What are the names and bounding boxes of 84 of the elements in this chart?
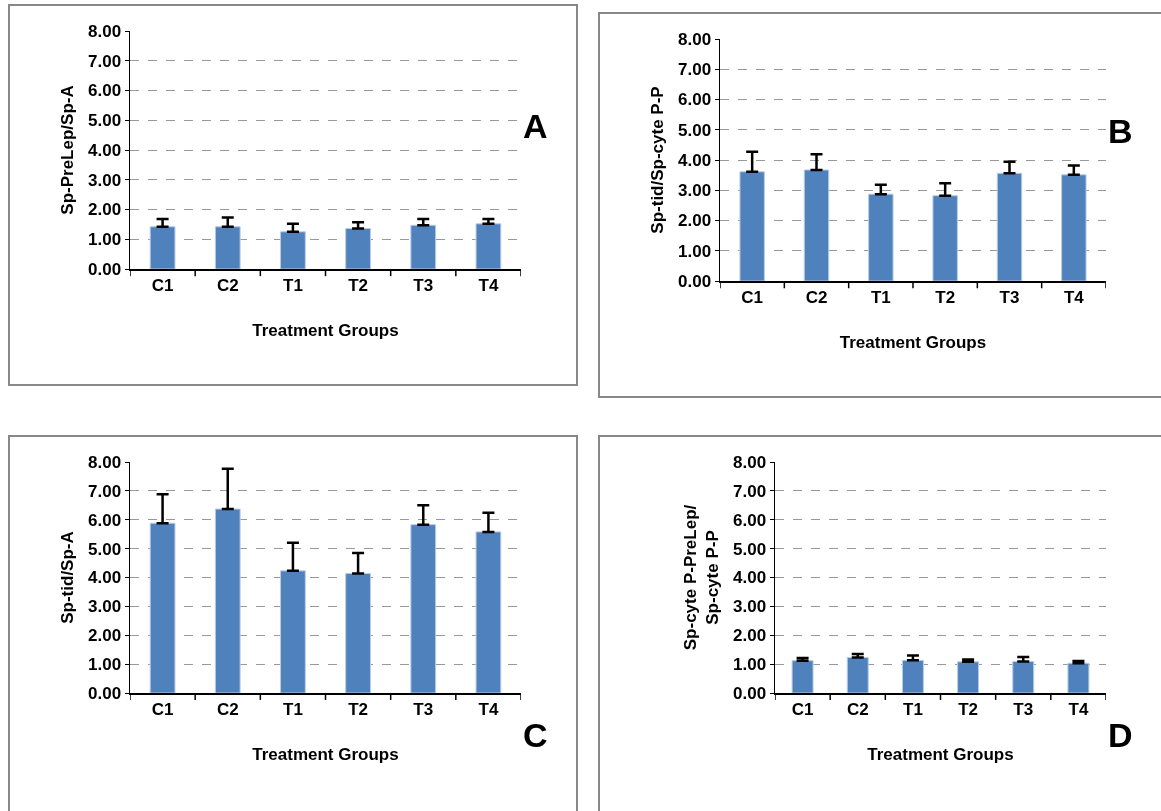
bar [868,193,894,281]
x-tick-label: T1 [283,699,303,719]
x-tick-label: T1 [283,275,303,295]
y-tick-label: 3.00 [733,597,767,617]
y-tick-label: 2.00 [733,626,767,646]
y-tick-label: 0.00 [88,259,122,279]
y-tick-label: 7.00 [678,60,712,80]
x-tick-label: C2 [846,699,869,719]
x-tick-label: T2 [348,699,368,719]
text: B [1108,112,1133,150]
bar [345,572,371,693]
y-tick-label: 8.00 [733,452,767,472]
bar [932,195,958,281]
y-axis-title: Sp-PreLep/Sp-A [57,85,77,215]
bar [803,169,830,281]
x-tick-label: C1 [741,287,764,307]
text: C [523,716,548,754]
y-axis-title: Sp-cyte P-PreLep/ Sp-cyte P-P [680,504,722,651]
x-tick-label: T2 [935,287,956,307]
y-axis-title: Sp-tid/Sp-A [57,531,77,624]
bar [739,171,765,281]
y-tick-label: 7.00 [88,51,122,71]
y-tick-label: 4.00 [678,150,712,170]
y-tick-label: 4.00 [733,568,767,588]
y-tick-label: 5.00 [733,539,767,559]
y-tick-label: 0.00 [733,683,767,703]
y-tick-label: 8.00 [678,29,712,49]
y-tick-label: 4.00 [88,140,122,160]
y-tick-label: 6.00 [733,510,767,530]
bar [996,172,1023,281]
x-tick-label: T4 [478,275,499,295]
x-tick-label: C1 [791,699,814,719]
x-tick-label: C1 [151,275,174,295]
x-axis-title: Treatment Groups [867,745,1014,765]
y-tick-label: 5.00 [88,111,122,131]
y-tick-label: 8.00 [88,21,122,41]
x-tick-label: T2 [348,275,368,295]
y-tick-label: 1.00 [88,655,122,675]
x-tick-label: C1 [151,699,174,719]
text: D [1108,716,1133,754]
y-tick-label: 3.00 [88,597,122,617]
x-tick-label: C2 [216,275,239,295]
y-tick-label: 6.00 [88,510,122,530]
y-tick-label: 0.00 [678,271,712,291]
y-tick-label: 2.00 [678,211,712,231]
text: A [523,107,548,145]
y-tick-label: 1.00 [733,655,767,675]
y-tick-label: 1.00 [88,230,122,250]
y-tick-label: 5.00 [88,539,122,559]
y-tick-label: 2.00 [88,626,122,646]
y-tick-label: 7.00 [88,481,122,501]
x-tick-label: T3 [999,287,1020,307]
x-tick-label: C2 [216,699,239,719]
y-tick-label: 6.00 [678,90,712,110]
bar [280,570,306,693]
x-tick-label: T4 [1068,699,1089,719]
y-tick-label: 6.00 [88,81,122,101]
y-tick-label: 2.00 [88,200,122,220]
x-tick-label: T3 [413,275,434,295]
x-tick-label: T2 [958,699,978,719]
y-tick-label: 3.00 [88,170,122,190]
y-tick-label: 1.00 [678,241,712,261]
y-tick-label: 3.00 [678,181,712,201]
y-tick-label: 5.00 [678,120,712,140]
x-tick-label: T4 [478,699,499,719]
y-tick-label: 0.00 [88,683,122,703]
x-axis-title: Treatment Groups [252,745,399,765]
bar [410,524,437,693]
bar [1061,174,1087,281]
x-tick-label: T3 [1013,699,1034,719]
x-tick-label: C2 [805,287,828,307]
x-tick-label: T3 [413,699,434,719]
y-axis-title: Sp-tid/Sp-cyte P-P [647,86,667,234]
x-axis-title: Treatment Groups [252,321,399,341]
y-tick-label: 7.00 [733,481,767,501]
x-tick-label: T1 [903,699,923,719]
bar [214,508,241,693]
x-tick-label: T4 [1063,287,1085,307]
y-tick-label: 4.00 [88,568,122,588]
x-axis-title: Treatment Groups [839,333,987,353]
x-tick-label: T1 [870,287,891,307]
bar [475,531,502,693]
y-tick-label: 8.00 [88,452,122,472]
bar [149,522,176,693]
